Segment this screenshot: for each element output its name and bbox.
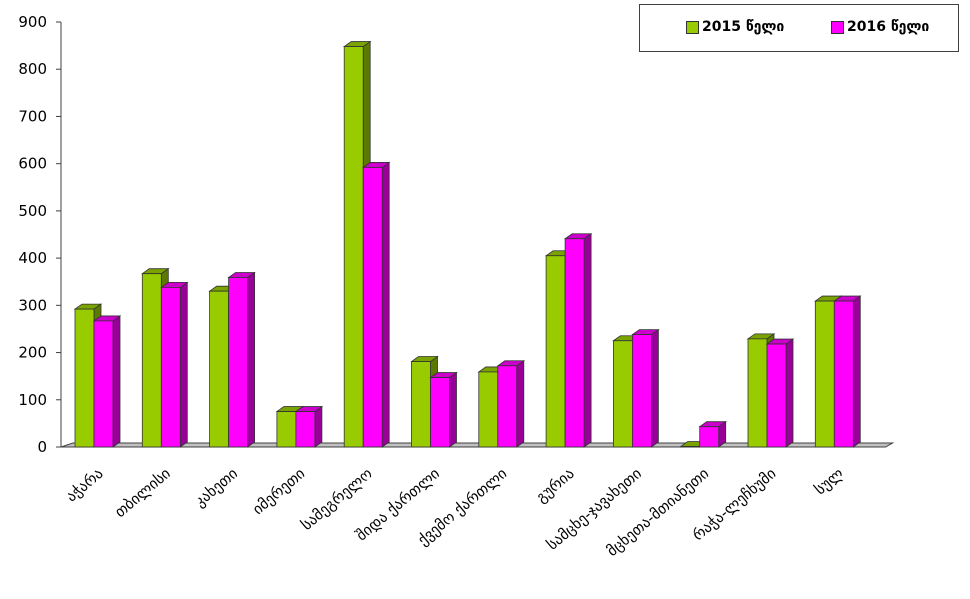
x-category-label: აჭარა bbox=[62, 464, 106, 505]
bar-side bbox=[852, 295, 861, 448]
bar-front bbox=[699, 426, 720, 448]
legend-swatch-2016 bbox=[831, 20, 844, 34]
bar-front bbox=[545, 255, 566, 448]
bar-front bbox=[141, 273, 162, 448]
bar-2016 bbox=[92, 315, 122, 448]
bar-front bbox=[93, 320, 114, 448]
bar-2016 bbox=[496, 360, 526, 448]
bar-front bbox=[497, 365, 518, 448]
bar-side bbox=[381, 161, 390, 448]
bar-front bbox=[362, 167, 383, 448]
bar-side bbox=[583, 232, 592, 448]
bar-2016 bbox=[833, 295, 862, 448]
bar-2016 bbox=[429, 371, 458, 448]
bar-2016 bbox=[160, 281, 189, 448]
bar-front bbox=[613, 340, 633, 448]
bar-front bbox=[228, 277, 249, 448]
bar-2016 bbox=[227, 271, 256, 448]
legend: 2015 წელი 2016 წელი bbox=[639, 4, 959, 52]
bar-side bbox=[112, 315, 121, 448]
bar-2016 bbox=[563, 232, 593, 448]
bar-side bbox=[651, 328, 659, 448]
bar-side bbox=[449, 371, 457, 448]
bar-2016 bbox=[765, 338, 795, 448]
bar-front bbox=[632, 334, 652, 448]
bar-front bbox=[833, 300, 854, 448]
bar-front bbox=[411, 361, 431, 448]
y-tick-label: 100 bbox=[18, 391, 47, 409]
y-tick-label: 300 bbox=[18, 296, 47, 314]
legend-label-2016: 2016 წელი bbox=[847, 19, 930, 35]
bar-2016 bbox=[361, 161, 391, 448]
bar-front bbox=[747, 338, 768, 448]
y-tick-label: 500 bbox=[18, 202, 47, 220]
bar-2016 bbox=[294, 405, 324, 448]
x-category-label: იმერეთი bbox=[249, 464, 309, 518]
legend-item-2015: 2015 წელი bbox=[686, 19, 784, 35]
x-category-label: თბილისი bbox=[111, 464, 174, 521]
y-tick-label: 900 bbox=[18, 13, 47, 31]
bar-front bbox=[680, 446, 701, 448]
bar-2016 bbox=[631, 328, 660, 448]
bar-side bbox=[314, 405, 323, 448]
bar-front bbox=[564, 238, 585, 448]
legend-label-2015: 2015 წელი bbox=[702, 19, 785, 35]
y-tick-label: 800 bbox=[18, 60, 47, 78]
x-category-label: კახეთი bbox=[191, 464, 241, 510]
bar-front bbox=[295, 411, 316, 448]
bar-front bbox=[209, 290, 230, 448]
y-tick-label: 700 bbox=[18, 107, 47, 125]
bar-front bbox=[276, 411, 297, 448]
bar-side bbox=[247, 271, 256, 448]
legend-item-2016: 2016 წელი bbox=[831, 19, 929, 35]
bar-front bbox=[343, 46, 364, 448]
bar-front bbox=[160, 286, 181, 448]
bar-2016 bbox=[698, 420, 727, 448]
bar-front bbox=[766, 343, 787, 448]
legend-swatch-2015 bbox=[686, 20, 699, 34]
y-tick-label: 0 bbox=[37, 438, 47, 456]
bar-side bbox=[785, 338, 794, 448]
bar-side bbox=[516, 360, 525, 448]
x-category-label: გურია bbox=[532, 464, 577, 506]
y-tick-label: 400 bbox=[18, 249, 47, 267]
y-tick-label: 600 bbox=[18, 155, 47, 173]
bar-front bbox=[430, 377, 450, 448]
x-category-label: სულ bbox=[811, 464, 847, 498]
bar-front bbox=[814, 300, 835, 448]
bar-front bbox=[478, 371, 499, 448]
bar-front bbox=[74, 308, 95, 448]
y-tick-label: 200 bbox=[18, 344, 47, 362]
bar-side bbox=[179, 281, 188, 448]
bars-group bbox=[73, 40, 862, 448]
